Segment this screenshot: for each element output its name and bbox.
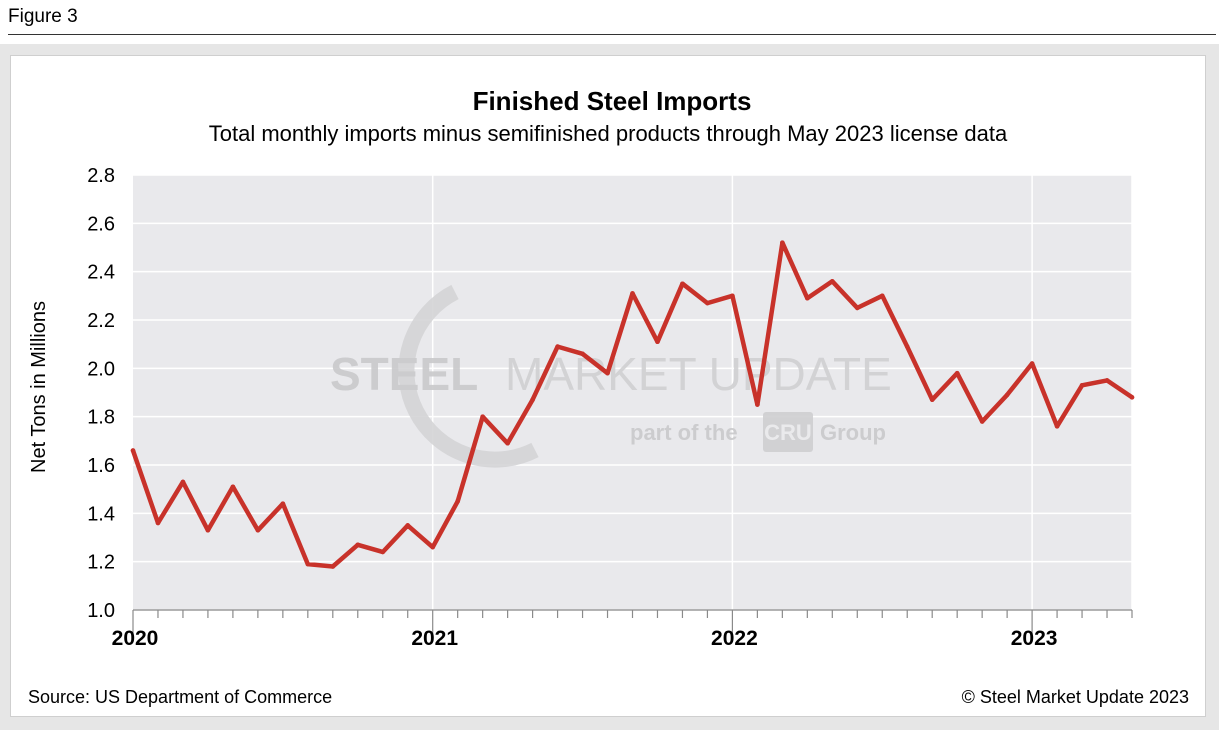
y-tick-label: 2.0 xyxy=(87,358,115,380)
y-axis-label: Net Tons in Millions xyxy=(28,301,50,473)
data-point xyxy=(180,479,186,485)
data-point xyxy=(830,279,835,284)
y-tick-label: 1.0 xyxy=(87,600,115,622)
y-tick-label: 2.8 xyxy=(87,165,115,187)
y-tick-label: 1.2 xyxy=(87,552,115,574)
data-point xyxy=(255,527,261,533)
data-point xyxy=(480,414,485,419)
watermark-cru: CRU xyxy=(764,420,812,445)
data-point xyxy=(730,293,735,299)
data-point xyxy=(605,370,610,376)
data-point xyxy=(530,397,535,403)
data-point xyxy=(505,440,510,446)
data-point xyxy=(305,561,311,567)
data-point xyxy=(430,544,436,550)
data-point xyxy=(405,523,411,528)
x-tick-label: 2021 xyxy=(411,627,458,650)
chart-subtitle: Total monthly imports minus semifinished… xyxy=(209,121,1008,146)
data-point xyxy=(854,305,860,311)
x-axis: 2020 2021 2022 2023 xyxy=(112,609,1133,650)
data-point xyxy=(355,542,361,548)
x-tick-label: 2022 xyxy=(711,627,758,650)
watermark-market-update: MARKET UPDATE xyxy=(505,348,892,400)
data-point xyxy=(155,520,161,526)
data-point xyxy=(1054,424,1060,429)
x-tick-label: 2020 xyxy=(112,627,159,650)
data-point xyxy=(1079,382,1085,388)
data-point xyxy=(1129,395,1135,400)
watermark-group: Group xyxy=(820,420,886,445)
data-point xyxy=(755,402,760,407)
data-point xyxy=(979,419,985,424)
watermark-cru-box xyxy=(763,412,813,452)
watermark-part-of: part of the xyxy=(630,420,738,445)
data-point xyxy=(380,549,386,555)
data-point xyxy=(904,344,910,349)
data-point xyxy=(705,300,710,306)
data-point xyxy=(455,498,460,504)
data-point xyxy=(580,351,585,357)
y-axis-ticks: 1.0 1.2 1.4 1.6 1.8 2.0 2.2 2.4 2.6 2.8 xyxy=(87,165,115,622)
figure-label: Figure 3 xyxy=(8,6,78,27)
source-note: Source: US Department of Commerce xyxy=(28,687,332,707)
data-point xyxy=(130,448,136,453)
y-tick-label: 1.6 xyxy=(87,455,115,477)
data-point xyxy=(280,501,286,506)
data-point xyxy=(655,339,660,345)
data-point xyxy=(205,527,211,533)
data-point xyxy=(330,564,336,569)
y-tick-label: 1.4 xyxy=(87,503,115,525)
data-point xyxy=(1004,392,1010,398)
y-tick-label: 1.8 xyxy=(87,407,115,429)
y-tick-label: 2.4 xyxy=(87,262,115,284)
data-point xyxy=(879,293,885,299)
y-tick-label: 2.2 xyxy=(87,310,115,332)
watermark: STEEL MARKET UPDATE part of the CRU Grou… xyxy=(330,284,892,468)
watermark-swoosh xyxy=(398,284,539,468)
x-tick-label: 2023 xyxy=(1011,627,1058,650)
data-point xyxy=(929,397,935,403)
series-group xyxy=(130,240,1135,569)
figure-rule xyxy=(8,34,1216,35)
data-point xyxy=(780,240,785,245)
data-point xyxy=(555,344,560,349)
y-tick-label: 2.6 xyxy=(87,213,115,235)
data-point xyxy=(230,484,236,490)
data-point xyxy=(1029,361,1035,366)
data-point xyxy=(630,291,635,296)
watermark-steel: STEEL xyxy=(330,348,478,400)
chart-title: Finished Steel Imports xyxy=(473,86,752,116)
data-point xyxy=(954,370,960,376)
data-point xyxy=(680,281,685,287)
copyright-note: © Steel Market Update 2023 xyxy=(962,687,1189,707)
data-point xyxy=(1104,378,1110,383)
data-point xyxy=(805,295,810,301)
